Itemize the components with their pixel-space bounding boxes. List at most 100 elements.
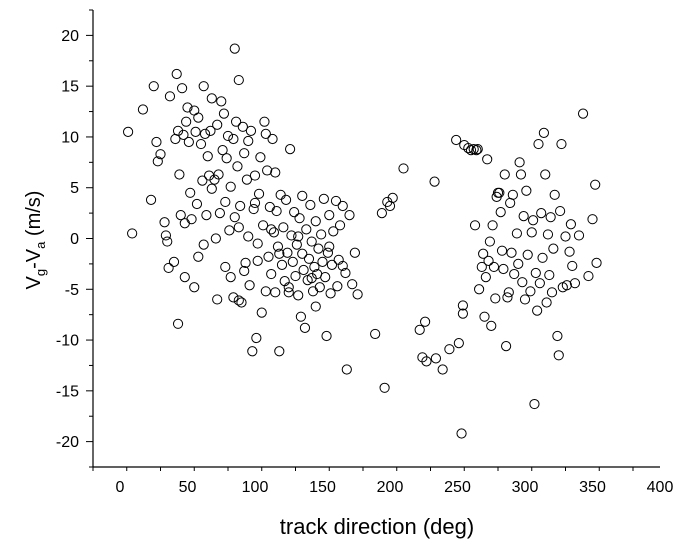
data-point bbox=[262, 165, 273, 176]
data-point bbox=[421, 356, 432, 367]
data-point bbox=[178, 129, 189, 141]
data-point bbox=[544, 269, 555, 281]
data-point bbox=[322, 247, 333, 258]
data-point bbox=[159, 217, 170, 228]
data-point bbox=[283, 287, 294, 298]
data-point bbox=[565, 219, 577, 230]
data-point bbox=[260, 286, 271, 297]
data-point bbox=[337, 200, 348, 212]
data-point bbox=[206, 93, 217, 104]
data-point bbox=[240, 257, 251, 268]
y-tick-label: 15 bbox=[61, 79, 79, 96]
data-point bbox=[555, 205, 566, 217]
data-point bbox=[164, 91, 176, 102]
data-point bbox=[189, 282, 200, 293]
data-point bbox=[347, 279, 358, 290]
data-points bbox=[123, 43, 602, 439]
data-point bbox=[340, 267, 351, 279]
data-point bbox=[326, 259, 338, 270]
data-point bbox=[177, 83, 188, 94]
data-point bbox=[472, 144, 483, 155]
data-point bbox=[185, 187, 196, 198]
data-point bbox=[525, 286, 536, 297]
data-point bbox=[324, 241, 335, 252]
data-point bbox=[249, 170, 261, 181]
data-point bbox=[456, 428, 467, 439]
data-point bbox=[252, 255, 263, 266]
data-point bbox=[275, 189, 286, 200]
data-point bbox=[370, 328, 381, 340]
data-point bbox=[276, 259, 288, 270]
data-point bbox=[285, 144, 296, 155]
x-tick-label: 100 bbox=[242, 479, 269, 496]
axis-labels: track direction (deg) Vg-Va (m/s) bbox=[23, 191, 474, 539]
data-point bbox=[541, 297, 552, 308]
data-point bbox=[561, 280, 572, 291]
data-point bbox=[225, 271, 236, 283]
data-point bbox=[517, 277, 528, 288]
data-point bbox=[478, 248, 489, 259]
data-point bbox=[316, 229, 327, 240]
data-point bbox=[198, 81, 209, 92]
data-point bbox=[202, 151, 213, 162]
data-point bbox=[220, 196, 231, 208]
x-tick-label: 350 bbox=[579, 479, 606, 496]
data-point bbox=[127, 228, 138, 239]
data-point bbox=[198, 239, 209, 250]
data-point bbox=[291, 239, 302, 250]
data-point bbox=[160, 230, 171, 241]
data-point bbox=[379, 382, 390, 393]
data-point bbox=[352, 289, 363, 300]
data-point bbox=[258, 220, 269, 231]
data-point bbox=[213, 169, 224, 180]
data-point bbox=[471, 145, 482, 156]
data-point bbox=[205, 125, 216, 136]
y-axis-label-unit: (m/s) bbox=[23, 191, 45, 242]
data-point bbox=[241, 174, 252, 185]
data-point bbox=[270, 287, 281, 298]
data-point bbox=[253, 188, 265, 199]
data-point bbox=[151, 136, 162, 148]
x-tick-label: 50 bbox=[179, 479, 197, 496]
data-point bbox=[168, 256, 180, 267]
data-point bbox=[564, 246, 575, 257]
data-point bbox=[503, 287, 514, 298]
data-point bbox=[295, 311, 306, 322]
data-point bbox=[145, 194, 157, 206]
data-point bbox=[216, 96, 227, 107]
data-point bbox=[325, 288, 336, 299]
data-point bbox=[496, 245, 508, 256]
data-point bbox=[437, 364, 448, 375]
data-point bbox=[430, 353, 441, 364]
data-point bbox=[251, 332, 262, 344]
data-point bbox=[306, 236, 317, 247]
data-point bbox=[193, 251, 204, 262]
data-point bbox=[519, 294, 531, 305]
data-point bbox=[548, 243, 559, 254]
data-point bbox=[414, 324, 425, 335]
data-point bbox=[398, 163, 409, 174]
data-point bbox=[182, 102, 193, 113]
data-point bbox=[266, 268, 277, 280]
data-point bbox=[476, 261, 487, 273]
data-point bbox=[501, 341, 512, 352]
data-point bbox=[522, 249, 533, 260]
data-point bbox=[301, 224, 312, 235]
y-tick-label: 20 bbox=[61, 28, 79, 45]
data-point bbox=[546, 287, 558, 298]
data-point bbox=[387, 192, 398, 203]
data-point bbox=[567, 260, 578, 272]
data-point bbox=[270, 167, 281, 178]
data-point bbox=[332, 281, 343, 292]
axes: 0 50 100 150 200 250 300 350 400 -20 -15 -10 -5 0 5 10 1… bbox=[56, 9, 673, 496]
data-point bbox=[486, 320, 497, 331]
y-tick-label: 10 bbox=[61, 129, 79, 146]
data-point bbox=[286, 230, 297, 241]
data-point bbox=[526, 227, 537, 238]
data-point bbox=[212, 294, 223, 305]
data-point bbox=[123, 126, 134, 137]
data-point bbox=[239, 265, 250, 277]
data-point bbox=[538, 127, 550, 138]
x-tick-label: 250 bbox=[444, 479, 471, 496]
